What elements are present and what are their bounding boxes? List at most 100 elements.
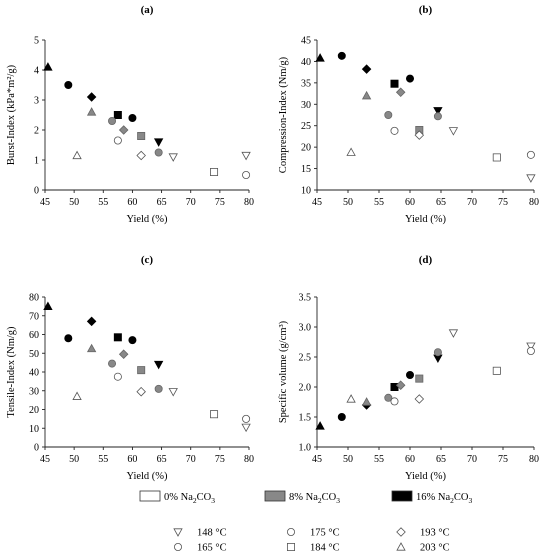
data-point bbox=[346, 394, 356, 403]
y-tick-label: 30 bbox=[29, 386, 39, 397]
data-point bbox=[168, 153, 178, 162]
data-point bbox=[242, 414, 251, 423]
data-point bbox=[448, 127, 459, 136]
data-point bbox=[241, 151, 251, 161]
data-point bbox=[43, 301, 53, 310]
x-tick-label: 65 bbox=[436, 454, 446, 465]
panel-label: (d) bbox=[419, 254, 433, 266]
data-point bbox=[86, 107, 97, 116]
x-tick-label: 50 bbox=[69, 197, 79, 208]
chart-panel-b: (b) 45 50 55 60 65 70 75 80 10 15 20 25 30 35 40 45 Yield… bbox=[278, 4, 539, 225]
data-point bbox=[390, 126, 399, 135]
y-tick-label: 2.0 bbox=[299, 383, 312, 394]
y-tick-label: 2.5 bbox=[299, 353, 312, 364]
y-tick-label: 10 bbox=[29, 424, 39, 435]
y-tick-label: 20 bbox=[29, 405, 39, 416]
x-tick-label: 60 bbox=[405, 197, 415, 208]
x-tick-label: 55 bbox=[374, 454, 384, 465]
x-tick-label: 70 bbox=[186, 197, 196, 208]
data-point bbox=[242, 170, 251, 179]
x-tick-label: 80 bbox=[529, 454, 539, 465]
panel-label: (b) bbox=[419, 4, 433, 16]
x-tick-label: 45 bbox=[40, 454, 50, 465]
data-point bbox=[384, 111, 393, 120]
legend-fill-label: 16% Na2CO3 bbox=[416, 492, 472, 505]
x-tick-label: 65 bbox=[157, 197, 167, 208]
data-point bbox=[390, 397, 399, 406]
data-point bbox=[448, 329, 459, 338]
x-tick-label: 45 bbox=[312, 454, 322, 465]
data-point bbox=[395, 87, 406, 98]
data-point bbox=[414, 394, 425, 404]
y-tick-label: 15 bbox=[301, 164, 311, 175]
y-tick-label: 45 bbox=[301, 36, 311, 47]
data-point bbox=[415, 374, 424, 383]
x-tick-label: 60 bbox=[127, 454, 137, 465]
data-point bbox=[72, 150, 82, 160]
x-tick-label: 75 bbox=[498, 454, 508, 465]
x-tick-label: 65 bbox=[436, 197, 446, 208]
legend-fill-label: 8% Na2CO3 bbox=[289, 492, 340, 505]
y-tick-label: 3.5 bbox=[299, 293, 312, 304]
data-point bbox=[361, 397, 372, 406]
data-point bbox=[433, 348, 442, 357]
x-tick-label: 75 bbox=[498, 197, 508, 208]
data-point bbox=[384, 393, 393, 402]
data-point bbox=[346, 147, 356, 156]
y-tick-label: 70 bbox=[29, 311, 39, 322]
data-point bbox=[118, 125, 129, 135]
y-tick-label: 30 bbox=[301, 100, 311, 111]
data-point bbox=[414, 130, 425, 140]
data-point bbox=[64, 334, 73, 343]
legend-marker bbox=[396, 542, 406, 551]
data-point bbox=[405, 370, 414, 379]
y-tick-label: 5 bbox=[34, 36, 39, 47]
legend-marker-label: 175 °C bbox=[310, 528, 340, 539]
y-tick-label: 1.5 bbox=[299, 413, 312, 424]
y-tick-label: 50 bbox=[29, 349, 39, 360]
y-tick-label: 40 bbox=[301, 57, 311, 68]
data-point bbox=[526, 150, 535, 159]
data-point bbox=[492, 366, 501, 375]
data-point bbox=[113, 111, 122, 120]
legend-marker-label: 193 °C bbox=[420, 528, 450, 539]
x-axis-label: Yield (%) bbox=[126, 471, 168, 482]
x-tick-label: 70 bbox=[467, 454, 477, 465]
y-tick-label: 0 bbox=[34, 443, 39, 454]
data-point bbox=[337, 51, 346, 60]
x-tick-label: 55 bbox=[98, 197, 108, 208]
y-tick-label: 40 bbox=[29, 368, 39, 379]
data-point bbox=[526, 342, 536, 352]
legend-swatch bbox=[139, 490, 161, 502]
x-tick-label: 80 bbox=[244, 197, 254, 208]
data-point bbox=[137, 131, 146, 140]
data-point bbox=[526, 346, 535, 355]
data-point bbox=[108, 117, 117, 126]
x-tick-label: 50 bbox=[343, 454, 353, 465]
x-tick-label: 80 bbox=[244, 454, 254, 465]
data-point bbox=[86, 316, 97, 327]
y-tick-label: 0 bbox=[34, 186, 39, 197]
data-point bbox=[43, 62, 53, 71]
y-tick-label: 1.0 bbox=[299, 443, 312, 454]
legend-marker bbox=[286, 543, 295, 552]
y-tick-label: 25 bbox=[301, 121, 311, 132]
data-point bbox=[433, 107, 443, 116]
data-point bbox=[526, 174, 536, 183]
x-tick-label: 55 bbox=[98, 454, 108, 465]
data-point bbox=[64, 81, 73, 90]
data-point bbox=[492, 153, 501, 162]
legend-swatch bbox=[391, 490, 413, 502]
x-tick-label: 50 bbox=[69, 454, 79, 465]
data-point bbox=[136, 150, 146, 161]
data-point bbox=[113, 372, 122, 381]
data-point bbox=[153, 360, 164, 370]
x-tick-label: 60 bbox=[405, 454, 415, 465]
data-point bbox=[361, 90, 372, 100]
y-axis-label: Specific volume (g/cm³) bbox=[278, 320, 289, 423]
legend-swatch bbox=[264, 490, 286, 502]
data-point bbox=[210, 167, 219, 176]
data-point bbox=[118, 349, 129, 359]
data-point bbox=[113, 136, 122, 145]
